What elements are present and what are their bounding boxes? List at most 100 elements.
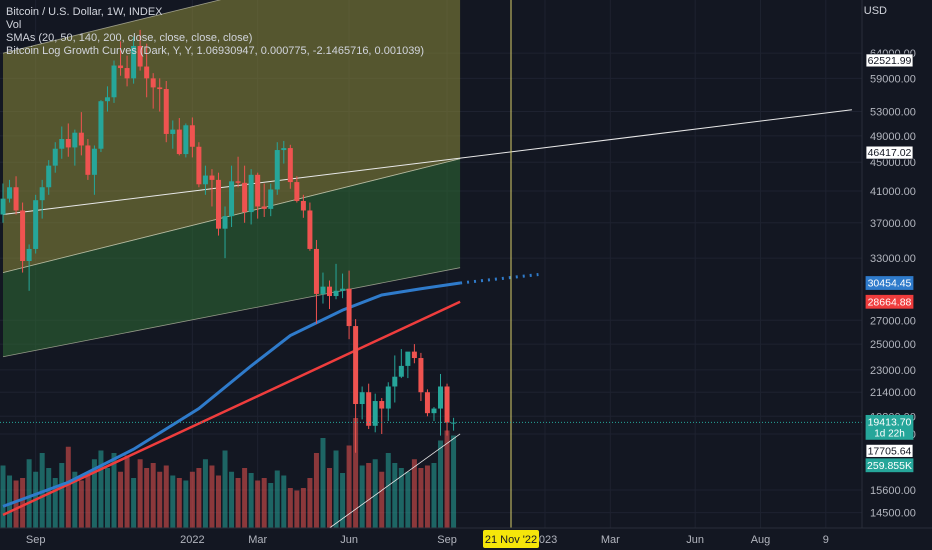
candle-down	[176, 129, 182, 155]
candle-down	[261, 206, 267, 209]
log-growth-support-line	[2, 300, 461, 516]
time-tick-label: 9	[823, 534, 829, 546]
time-tick-label: Sep	[437, 534, 457, 546]
candle-down	[157, 87, 163, 90]
candle-down	[418, 358, 424, 393]
band-green	[3, 158, 461, 357]
chart-legend: Bitcoin / U.S. Dollar, 1W, INDEX Vol SMA…	[6, 6, 424, 58]
price-tag	[865, 443, 914, 458]
candle-up	[0, 198, 6, 215]
candle-down	[235, 181, 241, 183]
volume-bar	[300, 488, 306, 528]
candle-down	[85, 145, 91, 175]
price-tick-label: 37000.00	[870, 218, 916, 230]
candle-down	[379, 401, 385, 409]
price-tag-label: 17705.64	[868, 445, 912, 457]
volume-bar	[294, 490, 300, 528]
candle-up	[274, 150, 280, 190]
price-tag-label: 30454.45	[868, 278, 912, 290]
volume-bar	[366, 463, 372, 528]
candle-down	[411, 351, 417, 359]
sma-legend[interactable]: SMAs (20, 50, 140, 200, close, close, cl…	[6, 32, 253, 44]
volume-bar	[340, 473, 346, 528]
candle-up	[222, 216, 228, 229]
volume-bar	[176, 478, 182, 528]
growth-curve-legend[interactable]: Bitcoin Log Growth Curves (Dark, Y, Y, 1…	[6, 45, 425, 57]
candle-up	[59, 139, 65, 149]
candle-up	[333, 290, 339, 297]
candle-down	[255, 174, 261, 207]
time-axis[interactable]: Sep 2022 Mar Jun Sep 2023 Mar Jun Aug 921 Nov '22	[0, 527, 932, 550]
candle-down	[287, 148, 293, 183]
candle-down	[215, 179, 221, 229]
volume-bar	[52, 478, 58, 528]
candle-down	[196, 146, 202, 185]
volume-bar	[98, 450, 104, 528]
trend-line	[329, 433, 461, 529]
candle-up	[33, 200, 39, 249]
price-tick-label: 21400.00	[870, 387, 916, 399]
volume-bar	[320, 438, 326, 528]
price-tag-label: 28664.88	[868, 296, 912, 308]
candle-up	[405, 351, 411, 366]
candle-down	[307, 210, 313, 249]
growth-curve-line	[2, 109, 852, 216]
cursor-date-label: 21 Nov '22	[485, 534, 537, 546]
candle-down	[124, 68, 130, 79]
candle-up	[111, 65, 117, 98]
candle-up	[26, 248, 32, 262]
volume-bar	[118, 471, 124, 528]
volume-bar	[313, 453, 319, 528]
price-tag	[865, 294, 914, 309]
candle-down	[209, 175, 215, 180]
candle-up	[104, 97, 110, 102]
volume-bar	[287, 488, 293, 528]
candle-down	[163, 89, 169, 134]
indicator-lines	[2, 109, 852, 529]
candle-down	[242, 182, 248, 213]
volume-legend[interactable]: Vol	[6, 19, 22, 31]
candle-up	[7, 187, 13, 199]
candle-up	[281, 148, 287, 151]
volume-bar	[72, 471, 78, 528]
time-tick-label: Mar	[248, 534, 267, 546]
price-tick-label: 33000.00	[870, 253, 916, 265]
volume-bar	[189, 471, 195, 528]
candle-up	[72, 132, 78, 148]
candle-up	[183, 125, 189, 155]
price-tick-label: 14500.00	[870, 508, 916, 520]
candle-up	[268, 189, 274, 209]
volume-bar	[418, 468, 424, 528]
candle-down	[444, 386, 450, 423]
time-tick-label: Mar	[601, 534, 620, 546]
volume-bar	[392, 463, 398, 528]
volume-bar	[104, 468, 110, 528]
price-tag-label: 19413.70	[868, 416, 912, 428]
price-tick-label: 59000.00	[870, 73, 916, 85]
candle-down	[78, 132, 84, 146]
candle-up	[392, 376, 398, 387]
price-tick-label: 25000.00	[870, 339, 916, 351]
volume-bar	[424, 465, 430, 528]
price-tag	[865, 276, 914, 290]
volume-bar	[248, 473, 254, 528]
volume-bar	[372, 459, 378, 528]
volume-bar	[124, 455, 130, 528]
candle-up	[39, 187, 45, 201]
candles[interactable]	[0, 29, 457, 453]
price-tick-label: 45000.00	[870, 157, 916, 169]
candle-up	[320, 286, 326, 294]
candle-down	[118, 65, 124, 69]
candle-down	[189, 125, 195, 147]
time-tick-label: Sep	[26, 534, 46, 546]
volume-bar	[444, 430, 450, 528]
price-tick-label: 27000.00	[870, 315, 916, 327]
volume-bar	[209, 465, 215, 528]
symbol-title[interactable]: Bitcoin / U.S. Dollar, 1W, INDEX	[6, 6, 163, 18]
price-labels: 62521.9946417.0230454.4528723.4528664.88…	[865, 53, 914, 473]
price-tick-label: 15600.00	[870, 485, 916, 497]
volume-bar	[202, 459, 208, 528]
volume-bar	[385, 453, 391, 528]
price-tag	[865, 145, 914, 160]
